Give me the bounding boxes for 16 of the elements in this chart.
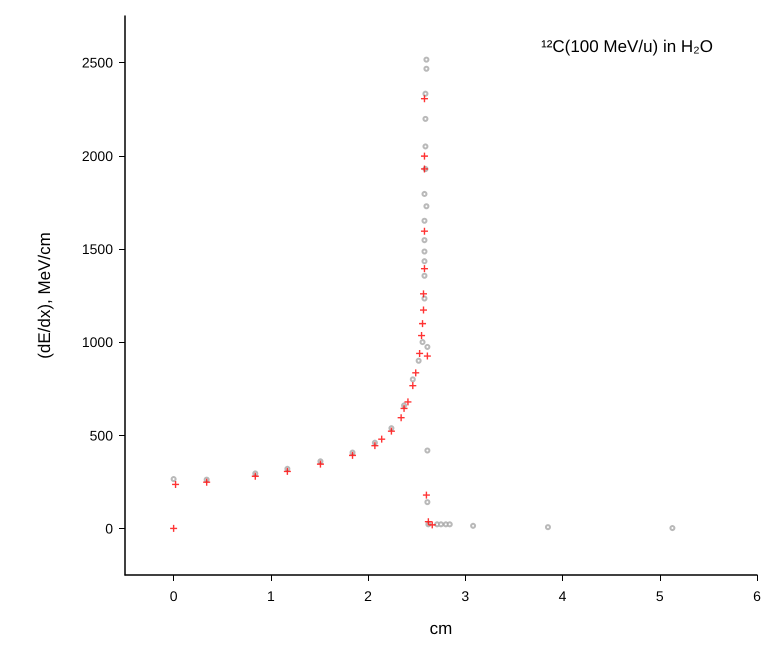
x-tick-label: 6 <box>753 588 762 604</box>
y-tick-label: 1000 <box>82 334 114 350</box>
x-tick-label: 2 <box>364 588 372 604</box>
x-tick-label: 3 <box>461 588 470 604</box>
y-tick-label: 0 <box>105 520 114 536</box>
annotation: ¹²C(100 MeV/u) in H₂O <box>541 37 714 56</box>
x-tick-label: 5 <box>656 588 664 604</box>
x-axis-title: cm <box>430 619 452 638</box>
y-tick-label: 1500 <box>82 240 114 257</box>
x-tick-label: 4 <box>558 588 567 604</box>
y-tick-label: 2000 <box>82 148 114 164</box>
y-tick-label: 2500 <box>82 54 114 71</box>
y-tick-label: 500 <box>90 427 114 444</box>
y-axis-title: (dE/dx), MeV/cm <box>35 232 54 359</box>
x-tick-label: 0 <box>170 588 178 604</box>
x-tick-label: 1 <box>266 588 275 604</box>
